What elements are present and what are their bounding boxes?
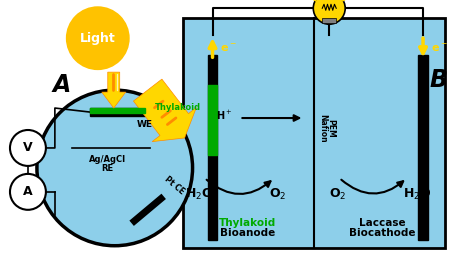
Text: Ag/AgCl: Ag/AgCl bbox=[89, 155, 126, 164]
Text: Laccase: Laccase bbox=[359, 218, 405, 228]
Text: H$^+$: H$^+$ bbox=[216, 108, 232, 122]
Text: Thylakoid: Thylakoid bbox=[219, 218, 276, 228]
Text: H$_2$O: H$_2$O bbox=[403, 187, 431, 203]
Text: Nafion: Nafion bbox=[318, 114, 327, 142]
Polygon shape bbox=[133, 79, 196, 142]
Bar bbox=[322, 18, 336, 23]
Text: e$^-$: e$^-$ bbox=[431, 43, 448, 54]
Text: RE: RE bbox=[101, 164, 114, 173]
Text: A: A bbox=[23, 185, 33, 198]
Polygon shape bbox=[102, 72, 126, 108]
Text: V: V bbox=[23, 141, 33, 154]
Text: H$_2$O: H$_2$O bbox=[185, 187, 214, 203]
Circle shape bbox=[313, 0, 345, 24]
Bar bbox=[207, 85, 217, 155]
Bar bbox=[183, 18, 445, 248]
Text: Biocathode: Biocathode bbox=[349, 228, 415, 238]
Circle shape bbox=[37, 90, 193, 246]
Text: WE: WE bbox=[137, 120, 153, 129]
Circle shape bbox=[10, 130, 46, 166]
Text: Bioanode: Bioanode bbox=[220, 228, 275, 238]
Bar bbox=[90, 108, 145, 113]
Bar bbox=[90, 108, 145, 116]
Bar bbox=[207, 55, 217, 240]
Circle shape bbox=[66, 6, 130, 70]
Text: Light: Light bbox=[80, 32, 115, 45]
Text: e$^-$: e$^-$ bbox=[221, 43, 237, 54]
Bar bbox=[418, 55, 428, 240]
Circle shape bbox=[10, 174, 46, 210]
Text: O$_2$: O$_2$ bbox=[328, 187, 346, 203]
Text: B: B bbox=[430, 68, 448, 92]
Text: Thylakoid: Thylakoid bbox=[155, 103, 201, 112]
Text: PEM: PEM bbox=[326, 119, 335, 137]
Text: O$_2$: O$_2$ bbox=[269, 187, 286, 203]
Text: Pt CE: Pt CE bbox=[163, 175, 186, 197]
Text: A: A bbox=[53, 73, 71, 97]
